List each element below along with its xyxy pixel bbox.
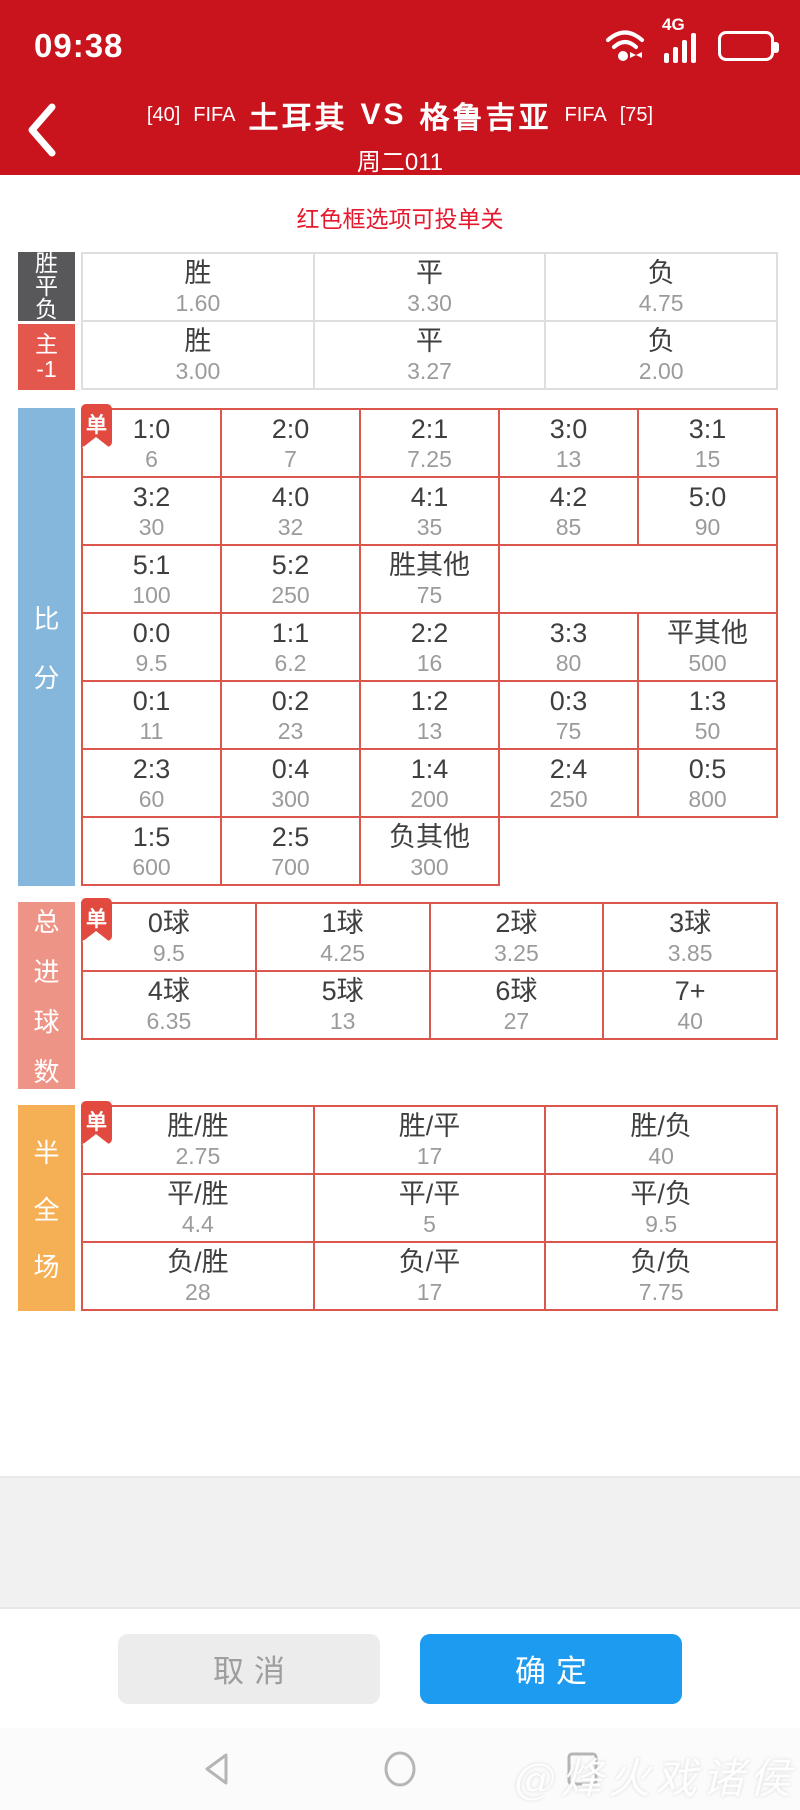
odds-cell[interactable]: 0:2 23 (220, 680, 361, 750)
odds-cell[interactable]: 负其他 300 (359, 816, 500, 886)
odds-cell[interactable]: 2:1 7.25 (359, 408, 500, 478)
app-header: [40] FIFA 土耳其 VS 格鲁吉亚 FIFA [75] 周二011 (0, 85, 800, 176)
section-goals: 总 进 球 数 单 0球 9.5 1球 4.25 2球 3.25 3球 3.85 4球 6… (18, 898, 778, 1089)
odds-cell[interactable]: 0:5 800 (637, 748, 778, 818)
odds-cell[interactable]: 2:4 250 (498, 748, 639, 818)
htft-table: 胜/胜 2.75 胜/平 17 胜/负 40 平/胜 4.4 平/平 5 平/负 9.5 负… (81, 1105, 778, 1311)
match-title: [40] FIFA 土耳其 VS 格鲁吉亚 FIFA [75] (0, 85, 800, 137)
odds-cell[interactable]: 0:4 300 (220, 748, 361, 818)
blank-area (499, 817, 777, 885)
odds-cell[interactable]: 4:1 35 (359, 476, 500, 546)
gray-panel (0, 1476, 800, 1609)
odds-cell[interactable]: 平/胜 4.4 (81, 1173, 315, 1243)
odds-cell[interactable]: 平/负 9.5 (544, 1173, 778, 1243)
odds-cell[interactable]: 3:0 13 (498, 408, 639, 478)
watermark: @烽火戏诸侯 (513, 1754, 796, 1803)
league-left: FIFA (193, 103, 236, 126)
odds-cell[interactable]: 2:2 16 (359, 612, 500, 682)
clock: 09:38 (34, 26, 124, 64)
odds-cell[interactable]: 平其他 500 (637, 612, 778, 682)
odds-cell[interactable]: 1:2 13 (359, 680, 500, 750)
odds-cell[interactable]: 4球 6.35 (81, 970, 257, 1040)
section-wdl: 胜 平 负 主 -1 胜 1.60 平 3.30 负 4.75 胜 3.00 平 3.27… (18, 252, 778, 390)
recents-square-icon[interactable] (561, 1748, 603, 1790)
single-bet-badge: 单 (81, 898, 112, 942)
vs-label: VS (360, 98, 407, 131)
wdl-table: 胜 1.60 平 3.30 负 4.75 胜 3.00 平 3.27 负 2.00 (81, 252, 778, 390)
market-label-handicap: 主 -1 (18, 324, 75, 390)
single-bet-badge: 单 (81, 404, 112, 448)
odds-cell[interactable]: 5:0 90 (637, 476, 778, 546)
odds-cell[interactable]: 胜 1.60 (81, 252, 315, 322)
odds-cell[interactable]: 1:4 200 (359, 748, 500, 818)
odds-cell[interactable]: 3球 3.85 (602, 902, 778, 972)
android-nav-bar: @烽火戏诸侯 (0, 1728, 800, 1810)
odds-cell[interactable]: 0:1 11 (81, 680, 222, 750)
market-label-score: 比 分 (18, 408, 75, 886)
odds-cell[interactable]: 5球 13 (254, 970, 431, 1040)
odds-cell[interactable]: 平 3.27 (312, 320, 547, 390)
goals-table: 0球 9.5 1球 4.25 2球 3.25 3球 3.85 4球 6.35 5球 13 6… (81, 902, 778, 1040)
market-label-htft: 半 全 场 (18, 1105, 75, 1311)
odds-cell[interactable]: 3:2 30 (81, 476, 222, 546)
signal-icon: 4G (662, 15, 704, 63)
status-icons: 4G (604, 15, 779, 65)
odds-cell[interactable]: 胜/平 17 (312, 1105, 547, 1175)
odds-cell[interactable]: 1:1 6.2 (220, 612, 361, 682)
home-team: 土耳其 (248, 102, 348, 135)
odds-cell[interactable]: 1球 4.25 (254, 902, 431, 972)
away-rank: [75] (619, 103, 654, 126)
odds-cell[interactable]: 胜 3.00 (81, 320, 315, 390)
odds-cell[interactable]: 胜其他 75 (359, 544, 500, 614)
confirm-button[interactable]: 确定 (420, 1633, 682, 1704)
cancel-button[interactable]: 取消 (118, 1633, 380, 1704)
away-team: 格鲁吉亚 (419, 102, 552, 135)
battery-icon (718, 30, 779, 61)
odds-cell[interactable]: 5:2 250 (220, 544, 361, 614)
section-score: 比 分 单 1:0 6 2:0 7 2:1 7.25 3:0 13 3:1 15 3:2 3… (18, 404, 778, 886)
market-label-wdl: 胜 平 负 (18, 252, 75, 321)
odds-cell[interactable]: 2:3 60 (81, 748, 222, 818)
odds-cell[interactable]: 2球 3.25 (428, 902, 605, 972)
spacer (0, 1311, 800, 1476)
match-code: 周二011 (356, 149, 444, 176)
home-rank: [40] (146, 103, 181, 126)
odds-cell[interactable]: 负 4.75 (544, 252, 778, 322)
odds-cell[interactable]: 2:5 700 (220, 816, 361, 886)
home-circle-icon[interactable] (379, 1748, 421, 1790)
odds-cell[interactable]: 4:0 32 (220, 476, 361, 546)
odds-cell[interactable]: 负/负 7.75 (544, 1241, 778, 1311)
odds-cell[interactable]: 负/平 17 (312, 1241, 547, 1311)
single-bet-badge: 单 (81, 1101, 112, 1145)
score-table: 1:0 6 2:0 7 2:1 7.25 3:0 13 3:1 15 3:2 30 4:0 3… (81, 408, 778, 886)
notice-text: 红色框选项可投单关 (296, 206, 504, 232)
odds-cell[interactable]: 3:1 15 (637, 408, 778, 478)
network-type-label: 4G (662, 14, 685, 34)
odds-cell[interactable]: 5:1 100 (81, 544, 222, 614)
empty-cell (498, 544, 778, 614)
odds-cell[interactable]: 2:0 7 (220, 408, 361, 478)
league-right: FIFA (564, 103, 607, 126)
action-bar: 取消 确定 (0, 1609, 800, 1728)
odds-cell[interactable]: 胜/负 40 (544, 1105, 778, 1175)
odds-cell[interactable]: 胜/胜 2.75 (81, 1105, 315, 1175)
odds-cell[interactable]: 6球 27 (428, 970, 605, 1040)
odds-cell[interactable]: 平/平 5 (312, 1173, 547, 1243)
odds-cell[interactable]: 0:0 9.5 (81, 612, 222, 682)
odds-cell[interactable]: 平 3.30 (312, 252, 547, 322)
odds-cell[interactable]: 负/胜 28 (81, 1241, 315, 1311)
odds-cell[interactable]: 1:5 600 (81, 816, 222, 886)
odds-cell[interactable]: 1:3 50 (637, 680, 778, 750)
section-htft: 半 全 场 单 胜/胜 2.75 胜/平 17 胜/负 40 平/胜 4.4 平/平 5 … (18, 1101, 778, 1311)
wifi-icon (606, 30, 644, 61)
odds-cell[interactable]: 0:3 75 (498, 680, 639, 750)
status-bar: 09:38 4G (0, 0, 800, 85)
odds-cell[interactable]: 3:3 80 (498, 612, 639, 682)
odds-cell[interactable]: 4:2 85 (498, 476, 639, 546)
back-triangle-icon[interactable] (197, 1748, 239, 1790)
back-button[interactable] (22, 101, 62, 159)
market-label-goals: 总 进 球 数 (18, 902, 75, 1089)
odds-cell[interactable]: 负 2.00 (544, 320, 778, 390)
odds-cell[interactable]: 7+ 40 (602, 970, 778, 1040)
